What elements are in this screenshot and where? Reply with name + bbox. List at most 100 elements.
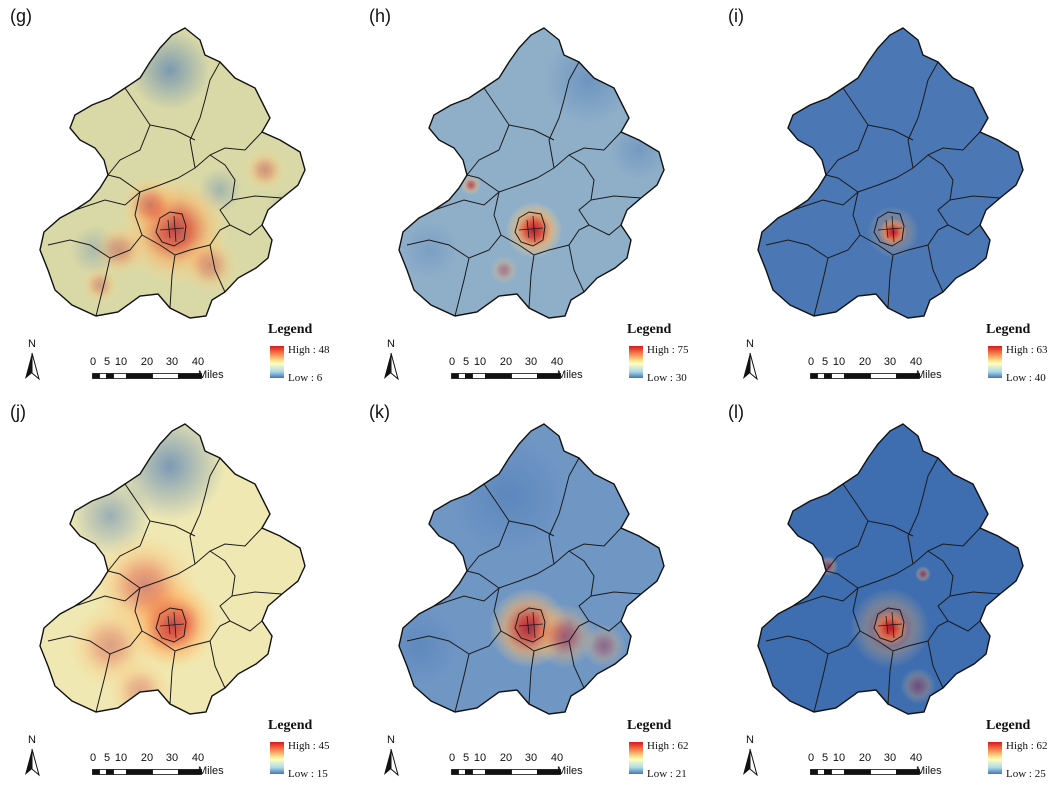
choropleth-map [39,423,306,715]
district-border [159,623,185,627]
legend: Legend High : 75 Low : 30 [627,322,707,388]
scale-tick-label: 40 [909,752,923,764]
district-border [548,457,580,565]
city-boundary [39,423,306,715]
scale-tick-label: 20 [499,356,513,368]
legend-high-value: High : 48 [288,344,330,356]
district-border [141,620,231,652]
district-border [927,550,981,632]
district-border [149,520,196,537]
hotspot [105,656,175,714]
scale-tick-label: 5 [462,752,470,764]
central-district-border [873,211,905,247]
district-border [406,587,502,655]
hotspot [461,175,481,195]
district-border [74,570,141,607]
district-border [169,650,176,705]
north-label: N [28,734,36,746]
district-border [765,587,861,655]
scale-tick-label: 0 [89,752,97,764]
district-border [927,244,944,293]
scale-tick-label: 5 [821,356,829,368]
district-border [500,620,590,652]
scale-tick-label: 10 [473,752,487,764]
district-border [169,254,176,309]
legend-color-ramp [988,742,1002,774]
district-border [454,257,470,317]
scale-tick-label: 5 [103,752,111,764]
district-border [859,224,949,256]
panel-label: (k) [369,402,390,422]
district-border [867,520,914,537]
district-border [159,227,185,231]
district-border [857,131,981,193]
hotspot [180,235,240,295]
scale-tick-label: 30 [883,356,897,368]
choropleth-map [398,423,665,715]
central-district-border [155,607,187,643]
north-arrow-icon: N [381,338,401,382]
scale-tick-label: 40 [191,752,205,764]
district-border [433,174,500,211]
low-value-area [399,606,459,686]
district-border [433,570,500,607]
city-boundary [398,423,665,715]
district-border [792,570,859,607]
region-fill [758,424,1023,714]
scale-tick-label: 0 [89,356,97,368]
scale-tick-label: 30 [165,356,179,368]
choropleth-map [757,27,1024,319]
district-border [927,640,944,689]
scale-tick-label: 5 [462,356,470,368]
district-border [149,124,196,141]
district-border [813,653,829,713]
panel-label: (j) [10,402,26,422]
low-value-area [130,30,210,110]
legend-title: Legend [986,322,1031,337]
north-arrow-icon: N [740,734,760,778]
hotspot [532,604,596,668]
choropleth-map [398,27,665,319]
district-border [949,591,1001,597]
district-border [231,195,283,201]
low-value-area [449,436,569,556]
legend-low-value: Low : 40 [1006,372,1046,384]
scale-tick-label: 5 [821,752,829,764]
district-border [927,154,981,236]
scale-units: Miles [557,765,583,777]
district-border [209,640,226,689]
scale-tick-label: 10 [832,752,846,764]
scale-tick-label: 20 [499,752,513,764]
scale-units: Miles [916,369,942,381]
district-border [189,61,221,169]
district-border [454,653,470,713]
district-border [508,520,555,537]
north-label: N [387,734,395,746]
scale-units: Miles [198,765,224,777]
scale-tick-label: 5 [103,356,111,368]
map-panel: (h) N 0 5 10 20 30 40 Miles Legend High : 75 Low : … [359,0,708,396]
scale-tick-label: 10 [832,356,846,368]
district-border [887,650,894,705]
district-border [568,244,585,293]
scale-units: Miles [557,369,583,381]
low-value-area [544,35,634,125]
district-border [867,124,914,141]
district-border [825,483,869,572]
district-border [528,650,535,705]
district-border [231,591,283,597]
panel-label: (l) [728,402,744,422]
district-border [189,457,221,565]
scale-tick-label: 20 [858,752,872,764]
district-border [209,550,263,632]
low-value-area [399,220,459,280]
hotspot [582,624,626,668]
district-border [139,131,263,193]
legend-high-value: High : 45 [288,740,330,752]
scale-tick-label: 30 [524,356,538,368]
district-border [907,457,939,565]
region-fill [758,28,1023,318]
legend-high-value: High : 62 [1006,740,1048,752]
district-border [141,224,231,256]
district-border [590,591,642,597]
